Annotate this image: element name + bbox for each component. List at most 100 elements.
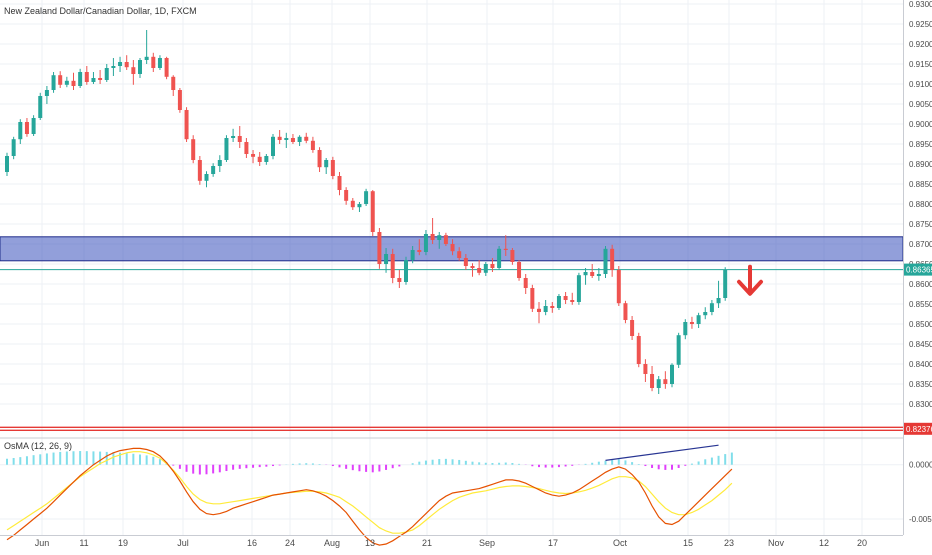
x-tick-label: 16 bbox=[247, 538, 257, 548]
x-tick-label: 24 bbox=[285, 538, 295, 548]
candle bbox=[111, 58, 116, 76]
candle bbox=[324, 158, 329, 174]
x-tick-label: 12 bbox=[819, 538, 829, 548]
candle-body bbox=[151, 56, 156, 68]
candle-body bbox=[616, 270, 621, 304]
candle bbox=[517, 260, 522, 281]
divergence-trendline bbox=[605, 444, 719, 461]
candle-body bbox=[437, 235, 442, 240]
candle-body bbox=[517, 262, 522, 278]
candle-body bbox=[111, 66, 116, 68]
candle bbox=[24, 118, 29, 137]
candle bbox=[689, 316, 694, 329]
candle-body bbox=[18, 122, 23, 140]
candle-body bbox=[643, 364, 648, 374]
candle bbox=[377, 228, 382, 269]
candle bbox=[417, 239, 422, 256]
candle bbox=[384, 248, 389, 273]
x-tick-label: Nov bbox=[768, 538, 785, 548]
candle-body bbox=[11, 139, 16, 156]
candle-body bbox=[377, 232, 382, 264]
candle-body bbox=[670, 364, 674, 384]
candle bbox=[590, 264, 595, 278]
candle-body bbox=[257, 156, 262, 162]
candle-body bbox=[397, 278, 402, 282]
candle-body bbox=[630, 320, 635, 336]
candle bbox=[390, 248, 395, 284]
candle bbox=[596, 268, 601, 281]
candle-body bbox=[417, 250, 422, 252]
candle-body bbox=[244, 142, 249, 154]
candle bbox=[131, 60, 136, 85]
candle bbox=[11, 136, 16, 160]
candle bbox=[257, 152, 262, 166]
candle bbox=[44, 86, 49, 104]
candle-body bbox=[38, 96, 43, 118]
candle bbox=[397, 270, 402, 288]
candle-body bbox=[463, 258, 468, 266]
x-tick-label: Sep bbox=[479, 538, 495, 548]
candle bbox=[237, 126, 242, 148]
candle-body bbox=[603, 248, 608, 274]
candle bbox=[457, 247, 462, 261]
candle-body bbox=[410, 250, 415, 260]
candle bbox=[616, 266, 621, 306]
candle bbox=[543, 300, 548, 316]
support-price-tag bbox=[904, 422, 932, 435]
candle bbox=[304, 132, 309, 144]
candle-body bbox=[224, 138, 229, 160]
candle bbox=[656, 376, 661, 394]
candle-body bbox=[370, 191, 375, 232]
candle-body bbox=[104, 68, 109, 80]
x-tick-label: 23 bbox=[724, 538, 734, 548]
candle bbox=[217, 155, 222, 172]
candle-body bbox=[696, 315, 701, 324]
chart-title: New Zealand Dollar/Canadian Dollar, 1D, … bbox=[4, 6, 197, 16]
candle bbox=[78, 68, 83, 88]
candle bbox=[437, 232, 442, 249]
candle-body bbox=[204, 174, 209, 181]
candle bbox=[71, 72, 76, 90]
candle-body bbox=[716, 298, 721, 304]
candle bbox=[144, 30, 149, 64]
candle bbox=[423, 230, 428, 256]
candle bbox=[610, 244, 615, 277]
candle-body bbox=[31, 118, 36, 134]
candle-body bbox=[324, 160, 329, 168]
macd-line bbox=[6, 447, 733, 546]
candle-body bbox=[570, 300, 575, 302]
candle bbox=[18, 119, 23, 144]
candle bbox=[636, 332, 641, 368]
candle-body bbox=[271, 136, 275, 156]
candle bbox=[470, 263, 475, 277]
x-tick-label: Oct bbox=[613, 538, 628, 548]
candle-body bbox=[330, 160, 335, 176]
candle bbox=[251, 150, 256, 164]
candle bbox=[51, 72, 56, 93]
candle bbox=[683, 319, 688, 340]
candle-body bbox=[231, 136, 236, 138]
candle bbox=[357, 202, 362, 212]
candle-body bbox=[64, 80, 69, 85]
candle bbox=[364, 188, 369, 206]
candle-body bbox=[523, 278, 528, 288]
candle-body bbox=[211, 166, 216, 174]
candle-body bbox=[430, 234, 435, 240]
candle bbox=[204, 171, 209, 188]
candle bbox=[537, 302, 541, 324]
candle bbox=[171, 75, 176, 96]
candle-body bbox=[51, 75, 56, 90]
candle bbox=[277, 130, 282, 144]
candle-body bbox=[264, 156, 269, 162]
candle-body bbox=[118, 62, 123, 66]
candle bbox=[337, 172, 342, 196]
candle-body bbox=[650, 374, 655, 388]
